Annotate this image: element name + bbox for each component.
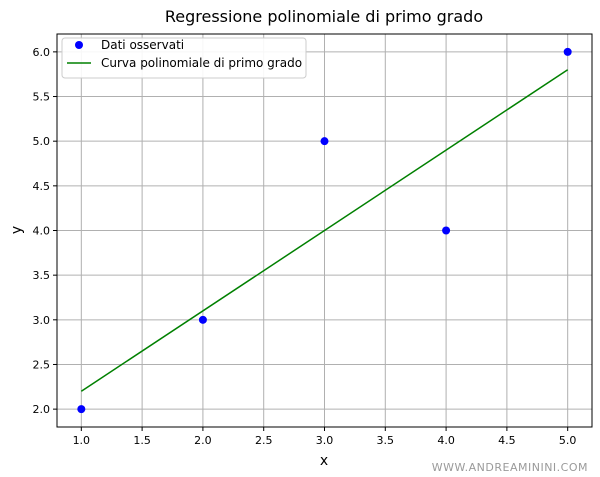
data-point <box>198 315 207 324</box>
x-tick-label: 5.0 <box>559 434 577 447</box>
x-tick-label: 1.5 <box>133 434 151 447</box>
data-point <box>563 47 572 56</box>
y-tick-label: 3.0 <box>33 314 51 327</box>
y-tick-label: 6.0 <box>33 46 51 59</box>
legend: Dati osservati Curva polinomiale di prim… <box>61 37 307 79</box>
x-tick-label: 4.0 <box>437 434 455 447</box>
x-tick-label: 4.5 <box>498 434 516 447</box>
data-point <box>77 405 86 414</box>
legend-label-dati-osservati: Dati osservati <box>101 38 184 52</box>
series-points-group <box>77 47 572 414</box>
y-tick-label: 2.5 <box>33 358 51 371</box>
y-tick-label: 5.0 <box>33 135 51 148</box>
x-tick-label: 2.5 <box>255 434 273 447</box>
data-point <box>320 137 329 146</box>
x-axis-label: x <box>320 453 328 469</box>
legend-label-curva: Curva polinomiale di primo grado <box>101 56 302 70</box>
y-tick-label: 5.5 <box>33 91 51 104</box>
x-tick-label: 2.0 <box>194 434 212 447</box>
regression-line <box>80 69 569 392</box>
data-point <box>442 226 451 235</box>
watermark: WWW.ANDREAMININI.COM <box>431 461 588 474</box>
legend-marker-dati-osservati <box>75 41 83 49</box>
y-tick-label: 4.5 <box>33 180 51 193</box>
y-tick-label: 2.0 <box>33 403 51 416</box>
y-tick-label: 3.5 <box>33 269 51 282</box>
x-tick-label: 3.5 <box>377 434 395 447</box>
y-axis-ticks: 2.0 2.5 3.0 3.5 4.0 4.5 5.0 5.5 6.0 <box>33 46 57 416</box>
y-tick-label: 4.0 <box>33 225 51 238</box>
legend-box <box>61 37 307 79</box>
x-tick-label: 3.0 <box>316 434 334 447</box>
x-axis-ticks: 1.0 1.5 2.0 2.5 3.0 3.5 4.0 4.5 5.0 <box>73 427 577 447</box>
chart-title: Regressione polinomiale di primo grado <box>165 7 483 26</box>
x-tick-label: 1.0 <box>73 434 91 447</box>
y-axis-label: y <box>9 226 25 234</box>
series-line-group <box>80 69 569 392</box>
